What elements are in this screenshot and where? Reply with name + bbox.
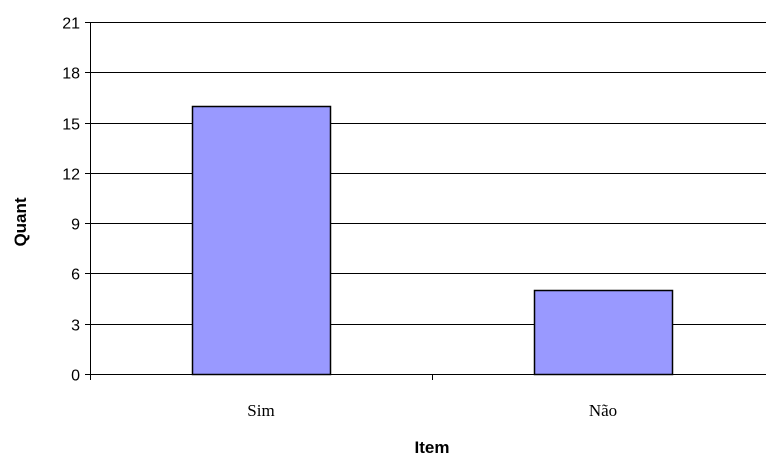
x-axis-title: Item [415,438,450,457]
y-tick-label: 3 [71,318,80,335]
x-tick-label: Sim [247,401,274,420]
y-tick-label: 18 [62,66,80,83]
y-tick-label: 15 [62,117,80,134]
y-tick-label: 6 [71,267,80,284]
bar-sim [191,105,332,376]
bar-não [533,289,674,376]
x-axis-ticks: Sim Não [90,374,617,420]
x-tick-label: Não [589,401,617,420]
y-tick-label: 21 [62,16,80,33]
y-axis-title: Quant [11,197,30,246]
y-axis-ticks: 0 3 6 9 12 15 18 21 [62,16,90,385]
y-tick-label: 0 [71,368,80,385]
axes [90,22,766,375]
y-tick-label: 12 [62,167,80,184]
gridlines [90,22,766,325]
bars [191,105,674,376]
y-tick-label: 9 [71,217,80,234]
